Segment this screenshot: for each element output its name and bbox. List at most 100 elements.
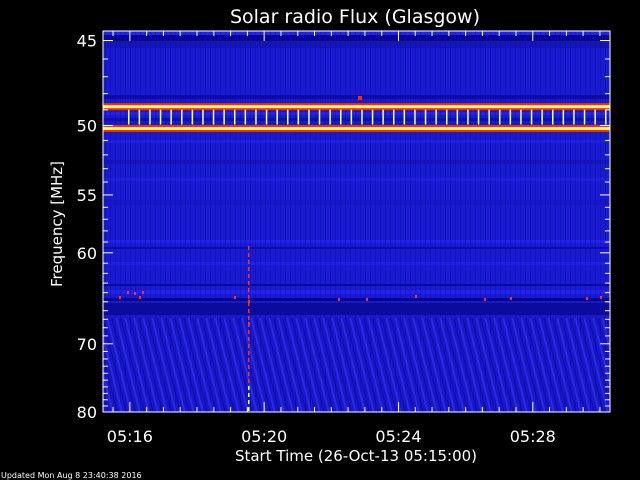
spike-line	[248, 288, 250, 292]
spike-line	[248, 407, 250, 411]
x-axis-label: Start Time (26-Oct-13 05:15:00)	[235, 447, 477, 465]
spike-line	[248, 386, 250, 390]
pulse-mark	[350, 109, 353, 125]
pulse-mark	[191, 109, 194, 125]
pulse-mark	[138, 109, 141, 125]
pulse-mark	[583, 109, 586, 125]
spike-line	[248, 274, 250, 278]
y-tick-label: 80	[77, 403, 97, 422]
pulse-mark	[287, 109, 289, 125]
pulse-mark	[181, 109, 183, 125]
y-tick-label: 55	[77, 186, 97, 205]
pulse-mark	[456, 109, 459, 125]
pulse-mark	[329, 109, 331, 125]
pulse-mark	[340, 109, 342, 125]
pulse-mark	[509, 109, 512, 125]
pulse-mark	[244, 109, 247, 125]
spike-line	[248, 281, 250, 285]
spike-dot	[248, 322, 250, 325]
spike-dot	[127, 291, 129, 294]
pulse-mark	[170, 109, 172, 125]
pulse-mark	[371, 109, 374, 125]
pulse-mark	[159, 109, 162, 125]
x-tick-label: 05:28	[510, 427, 556, 446]
pulse-mark	[477, 109, 480, 125]
pulse-mark	[128, 109, 130, 125]
spike-line	[248, 337, 250, 341]
pulse-mark	[149, 109, 151, 125]
spike-line	[248, 372, 250, 376]
pulse-mark	[393, 109, 395, 125]
spike-line	[248, 295, 250, 299]
pulse-mark	[382, 109, 384, 125]
pulse-mark	[541, 109, 543, 125]
spike-dot	[119, 296, 121, 299]
spike-dot	[142, 291, 144, 294]
spike-line	[248, 379, 250, 383]
spike-line	[248, 393, 250, 397]
pulse-mark	[403, 109, 406, 125]
pulse-mark	[223, 109, 225, 125]
spike-line	[248, 358, 250, 362]
x-tick-label: 05:16	[107, 427, 153, 446]
y-tick-label: 60	[77, 244, 97, 263]
pulse-mark	[308, 109, 310, 125]
x-axis: 05:16 05:20 05:24 05:28	[107, 31, 601, 446]
pulse-mark	[265, 109, 268, 125]
spike-line	[248, 302, 250, 306]
spike-dot	[510, 297, 512, 300]
pulse-mark	[488, 109, 490, 125]
pulse-mark	[499, 109, 501, 125]
spike-line	[248, 253, 250, 257]
spike-dot	[366, 298, 368, 301]
spike-line	[248, 351, 250, 355]
pulse-mark	[276, 109, 278, 125]
interference-band-core	[103, 126, 610, 130]
x-tick-label: 05:24	[375, 427, 421, 446]
pulse-mark	[446, 109, 448, 125]
spike-line	[248, 267, 250, 271]
spike-dot	[586, 297, 588, 300]
spike-dot	[484, 298, 486, 301]
pulse-mark	[212, 109, 215, 125]
spike-dot	[139, 296, 141, 299]
y-axis-label: Frequency [MHz]	[48, 161, 66, 287]
spike-dot	[338, 298, 340, 301]
spike-line	[248, 400, 250, 404]
pulse-mark	[414, 109, 416, 125]
y-tick-label: 50	[77, 116, 97, 135]
pulse-mark	[202, 109, 204, 125]
interference-band-core	[103, 105, 610, 109]
spike-line	[248, 260, 250, 264]
pulse-mark	[594, 109, 596, 125]
spike-line	[248, 316, 250, 320]
spike-line	[248, 344, 250, 348]
x-tick-label: 05:20	[241, 427, 287, 446]
pulse-mark	[467, 109, 469, 125]
spike-dot	[248, 300, 250, 303]
spike-dot	[134, 292, 136, 295]
pulse-mark	[562, 109, 565, 125]
pulse-mark	[552, 109, 554, 125]
y-tick-label: 70	[77, 335, 97, 354]
pulse-mark	[530, 109, 533, 125]
spike-line	[248, 309, 250, 313]
pulse-mark	[318, 109, 321, 125]
pulse-mark	[435, 109, 437, 125]
drift-texture	[103, 318, 610, 412]
pulse-mark	[520, 109, 522, 125]
spike-line	[248, 246, 250, 250]
pulse-mark	[573, 109, 575, 125]
pulse-mark	[424, 109, 427, 125]
updated-timestamp: Updated Mon Aug 8 23:40:38 2016	[1, 471, 142, 480]
pulse-mark	[297, 109, 300, 125]
pulse-mark	[234, 109, 236, 125]
y-axis: 45 50 55 60 70 80	[77, 32, 610, 422]
spike-line	[248, 365, 250, 369]
y-tick-label: 45	[77, 32, 97, 51]
pulse-mark	[361, 109, 363, 125]
plot-area	[102, 30, 611, 413]
spike-dot	[358, 96, 362, 100]
chart-title: Solar radio Flux (Glasgow)	[230, 6, 480, 28]
